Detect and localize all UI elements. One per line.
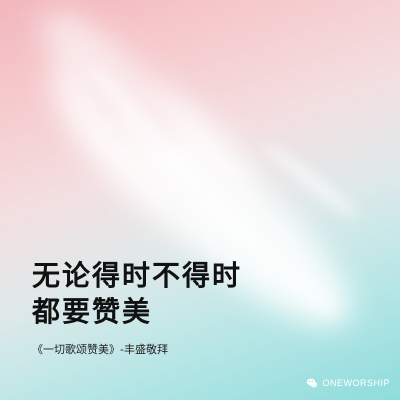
song-caption: 《一切歌颂赞美》-丰盛敬拜 — [32, 343, 168, 356]
brand-watermark: ONEWORSHIP — [306, 377, 390, 389]
brand-label: ONEWORSHIP — [322, 378, 390, 388]
wechat-icon — [307, 378, 318, 388]
title-text: 无论得时不得时 都要赞美 — [32, 258, 242, 330]
title-line-1: 无论得时不得时 — [32, 259, 243, 292]
title-line-2: 都要赞美 — [32, 295, 153, 328]
